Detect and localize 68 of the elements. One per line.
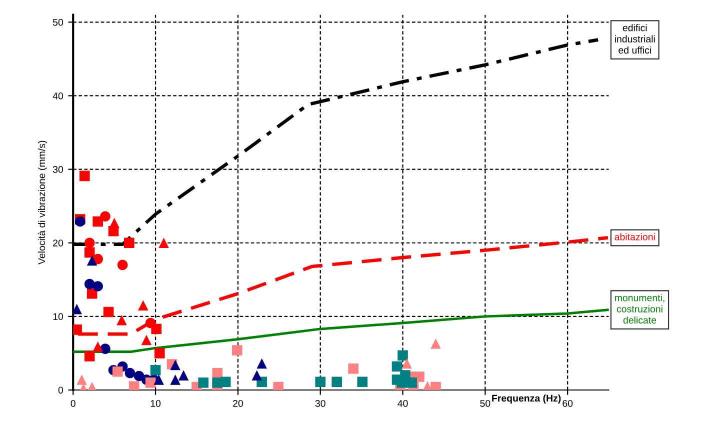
point — [398, 350, 408, 361]
point — [86, 288, 98, 299]
point — [84, 278, 95, 290]
x-tick-label: 50 — [480, 400, 490, 407]
point — [315, 376, 326, 388]
point — [112, 366, 123, 377]
y-axis-title: Velocità di vibrazione (mm/s) — [38, 140, 48, 264]
point — [100, 211, 110, 222]
point — [124, 238, 134, 248]
point — [348, 364, 358, 374]
y-tick-label: 30 — [52, 166, 64, 173]
point — [100, 344, 110, 354]
point — [402, 358, 412, 369]
point — [124, 368, 136, 378]
y-tick-label: 50 — [52, 18, 64, 26]
y-tick-label: 0 — [58, 386, 64, 394]
y-tick-label: 40 — [52, 92, 64, 100]
point — [232, 345, 242, 356]
point — [154, 374, 164, 385]
point — [86, 255, 98, 266]
point — [220, 376, 231, 388]
point — [406, 378, 417, 388]
point — [138, 300, 148, 311]
point — [252, 370, 262, 380]
point — [178, 370, 189, 380]
point — [141, 334, 152, 346]
point — [392, 361, 402, 372]
point — [117, 260, 128, 270]
point — [92, 281, 103, 292]
point — [73, 304, 82, 314]
point — [170, 374, 180, 385]
point — [273, 382, 284, 390]
point — [103, 306, 114, 318]
point — [158, 238, 169, 248]
point — [116, 314, 127, 326]
point — [430, 338, 441, 349]
point — [170, 360, 180, 370]
point — [150, 364, 161, 376]
point — [332, 376, 342, 388]
point — [92, 216, 103, 227]
point — [198, 378, 208, 388]
point — [128, 381, 140, 390]
point — [92, 341, 103, 352]
point — [84, 351, 95, 362]
point — [256, 358, 267, 369]
x-tick-label: 30 — [315, 400, 326, 407]
point — [80, 170, 90, 182]
y-tick-label: 20 — [53, 240, 64, 246]
point — [430, 382, 441, 390]
x-tick-label: 60 — [562, 400, 573, 407]
point — [357, 376, 368, 388]
series-label: monumenti, costruzioni delicate — [615, 294, 664, 324]
point — [154, 348, 165, 358]
point — [212, 368, 222, 378]
x-tick-label: 20 — [233, 400, 243, 407]
point — [74, 216, 86, 227]
series-label: edifici industriali ed uffici — [615, 24, 655, 54]
x-axis-title: Frequenza (Hz) — [492, 394, 561, 404]
point — [145, 378, 156, 388]
x-tick-label: 0 — [70, 400, 76, 407]
point — [109, 218, 120, 228]
point — [84, 238, 95, 248]
x-tick-label: 40 — [398, 400, 408, 407]
series-label: abitazioni — [614, 233, 655, 240]
y-tick-label: 10 — [53, 313, 64, 320]
x-tick-label: 10 — [150, 400, 161, 407]
point — [76, 374, 87, 385]
point — [145, 318, 156, 328]
